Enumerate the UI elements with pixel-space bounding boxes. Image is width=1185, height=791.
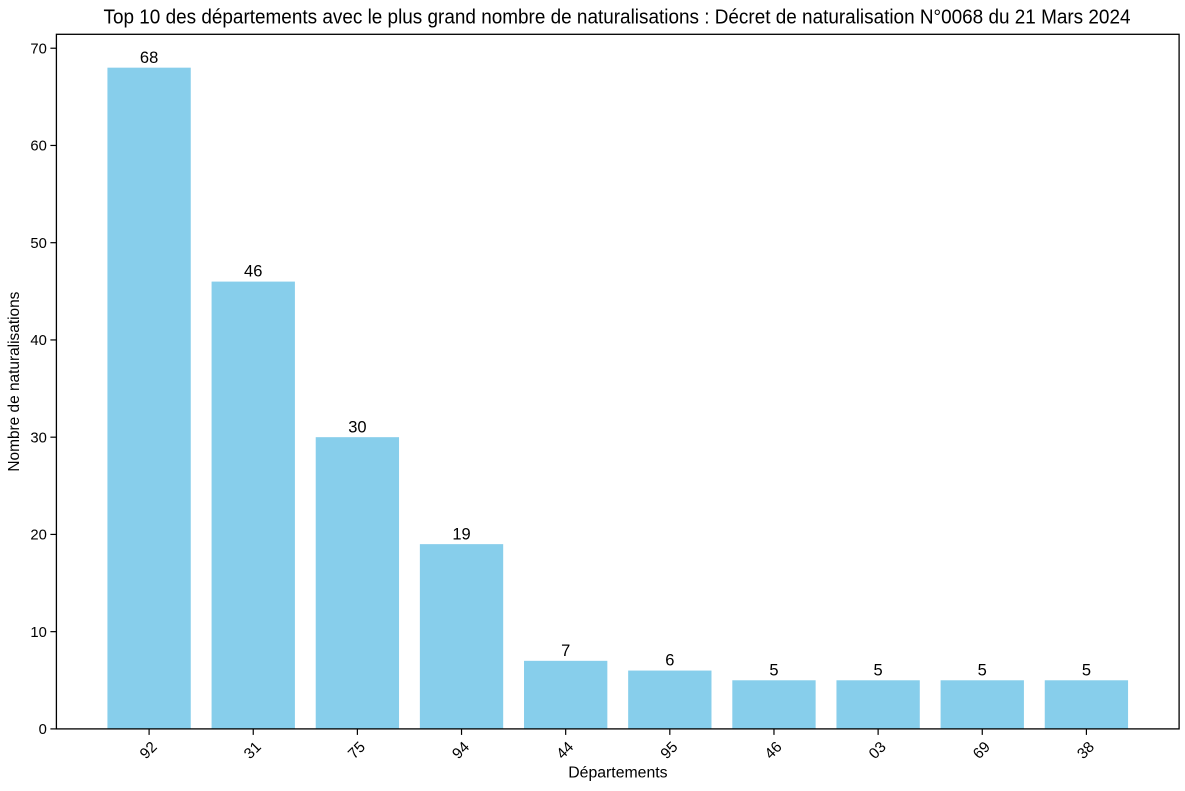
svg-text:19: 19 — [452, 525, 470, 543]
svg-text:40: 40 — [30, 333, 46, 349]
svg-text:70: 70 — [30, 41, 46, 57]
svg-text:46: 46 — [244, 263, 262, 281]
svg-text:Nombre de naturalisations: Nombre de naturalisations — [6, 291, 23, 471]
svg-text:Départements: Départements — [568, 765, 668, 782]
svg-text:5: 5 — [1082, 661, 1091, 679]
svg-text:0: 0 — [39, 722, 47, 738]
svg-text:5: 5 — [978, 661, 987, 679]
svg-text:5: 5 — [769, 661, 778, 679]
svg-text:20: 20 — [30, 528, 46, 544]
svg-text:60: 60 — [30, 139, 46, 155]
svg-text:10: 10 — [30, 625, 46, 641]
svg-text:5: 5 — [874, 661, 883, 679]
svg-text:6: 6 — [665, 652, 674, 670]
svg-text:30: 30 — [348, 418, 366, 436]
svg-text:7: 7 — [561, 642, 570, 660]
svg-text:Top 10 des départements avec l: Top 10 des départements avec le plus gra… — [104, 7, 1131, 29]
svg-text:68: 68 — [140, 49, 158, 67]
svg-text:50: 50 — [30, 236, 46, 252]
svg-text:30: 30 — [30, 430, 46, 446]
